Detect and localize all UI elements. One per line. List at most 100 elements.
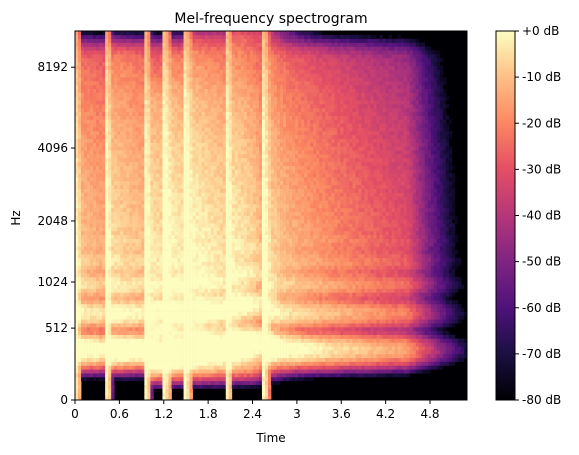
spectrogram-cell <box>138 230 142 236</box>
spectrogram-cell <box>108 104 112 109</box>
spectrogram-cell <box>141 307 145 312</box>
spectrogram-cell <box>150 280 154 286</box>
spectrogram-cell <box>168 38 172 43</box>
spectrogram-cell <box>120 300 124 305</box>
spectrogram-cell <box>84 88 88 93</box>
spectrogram-cell <box>219 31 224 36</box>
spectrogram-cell <box>120 203 124 209</box>
spectrogram-cell <box>216 319 221 324</box>
spectrogram-cell <box>150 261 154 266</box>
spectrogram-cell <box>159 319 163 324</box>
spectrogram-cell <box>183 253 187 259</box>
spectrogram-cell <box>150 123 154 128</box>
spectrogram-cell <box>153 315 157 320</box>
spectrogram-cell <box>186 223 190 228</box>
spectrogram-cell <box>171 161 175 166</box>
spectrogram-cell <box>120 269 124 274</box>
spectrogram-cell <box>78 296 82 301</box>
spectrogram-cell <box>81 261 85 266</box>
spectrogram-cell <box>207 34 212 40</box>
spectrogram-cell <box>159 134 163 139</box>
spectrogram-cell <box>147 234 151 239</box>
spectrogram-cell <box>75 284 79 289</box>
spectrogram-cell <box>162 300 166 305</box>
spectrogram-cell <box>174 104 178 109</box>
spectrogram-cell <box>84 369 88 374</box>
spectrogram-cell <box>123 100 127 105</box>
spectrogram-cell <box>78 73 82 78</box>
spectrogram-cell <box>150 65 154 70</box>
spectrogram-cell <box>156 165 160 170</box>
spectrogram-cell <box>96 150 100 155</box>
spectrogram-cell <box>168 69 172 74</box>
spectrogram-cell <box>150 138 154 143</box>
spectrogram-cell <box>231 80 236 86</box>
spectrogram-cell <box>201 369 206 374</box>
spectrogram-cell <box>234 311 239 316</box>
spectrogram-cell <box>105 296 109 301</box>
spectrogram-cell <box>78 123 82 128</box>
spectrogram-cell <box>141 54 145 59</box>
spectrogram-cell <box>192 111 196 116</box>
spectrogram-cell <box>225 177 230 182</box>
spectrogram-cell <box>204 188 209 193</box>
spectrogram-cell <box>195 127 199 132</box>
spectrogram-cell <box>216 104 221 109</box>
spectrogram-cell <box>153 246 157 251</box>
spectrogram-cell <box>207 350 212 355</box>
spectrogram-cell <box>168 257 172 262</box>
spectrogram-cell <box>150 161 154 166</box>
spectrogram-cell <box>210 350 215 355</box>
spectrogram-cell <box>111 380 115 385</box>
spectrogram-cell <box>150 246 154 251</box>
spectrogram-cell <box>201 165 206 170</box>
spectrogram-cell <box>207 234 212 239</box>
spectrogram-cell <box>102 238 106 243</box>
spectrogram-cell <box>216 130 221 136</box>
spectrogram-cell <box>195 65 199 70</box>
spectrogram-cell <box>141 57 145 63</box>
spectrogram-cell <box>195 154 199 159</box>
spectrogram-cell <box>198 180 202 186</box>
spectrogram-cell <box>75 150 79 155</box>
spectrogram-cell <box>141 257 145 262</box>
spectrogram-cell <box>174 269 178 274</box>
spectrogram-cell <box>81 154 85 159</box>
spectrogram-cell <box>219 315 224 320</box>
spectrogram-cell <box>90 350 94 355</box>
spectrogram-cell <box>129 46 133 51</box>
spectrogram-cell <box>93 234 97 239</box>
spectrogram-cell <box>99 184 103 189</box>
spectrogram-cell <box>192 123 196 128</box>
spectrogram-cell <box>108 169 112 174</box>
spectrogram-cell <box>225 80 230 86</box>
spectrogram-cell <box>123 142 127 147</box>
spectrogram-cell <box>90 303 94 309</box>
spectrogram-cell <box>96 376 100 382</box>
spectrogram-cell <box>78 146 82 151</box>
spectrogram-cell <box>201 384 206 389</box>
spectrogram-cell <box>204 280 209 286</box>
spectrogram-cell <box>159 203 163 209</box>
spectrogram-cell <box>84 219 88 224</box>
spectrogram-cell <box>213 207 218 212</box>
spectrogram-cell <box>75 357 79 362</box>
spectrogram-cell <box>189 173 193 178</box>
spectrogram-cell <box>198 326 202 332</box>
spectrogram-cell <box>156 334 160 339</box>
spectrogram-cell <box>213 211 218 216</box>
spectrogram-cell <box>222 38 227 43</box>
spectrogram-cell <box>111 303 115 309</box>
spectrogram-cell <box>81 61 85 66</box>
spectrogram-cell <box>96 177 100 182</box>
spectrogram-cell <box>96 369 100 374</box>
spectrogram-cell <box>135 211 139 216</box>
spectrogram-cell <box>114 292 118 297</box>
spectrogram-cell <box>105 353 109 359</box>
spectrogram-cell <box>114 31 118 36</box>
spectrogram-cell <box>132 373 136 378</box>
spectrogram-cell <box>126 80 130 86</box>
spectrogram-cell <box>159 380 163 385</box>
spectrogram-cell <box>81 292 85 297</box>
spectrogram-cell <box>204 346 209 351</box>
